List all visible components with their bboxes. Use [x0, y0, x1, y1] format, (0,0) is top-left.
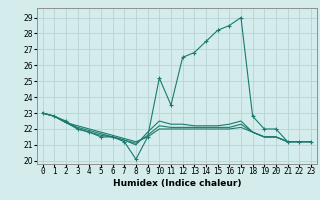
X-axis label: Humidex (Indice chaleur): Humidex (Indice chaleur) [113, 179, 241, 188]
